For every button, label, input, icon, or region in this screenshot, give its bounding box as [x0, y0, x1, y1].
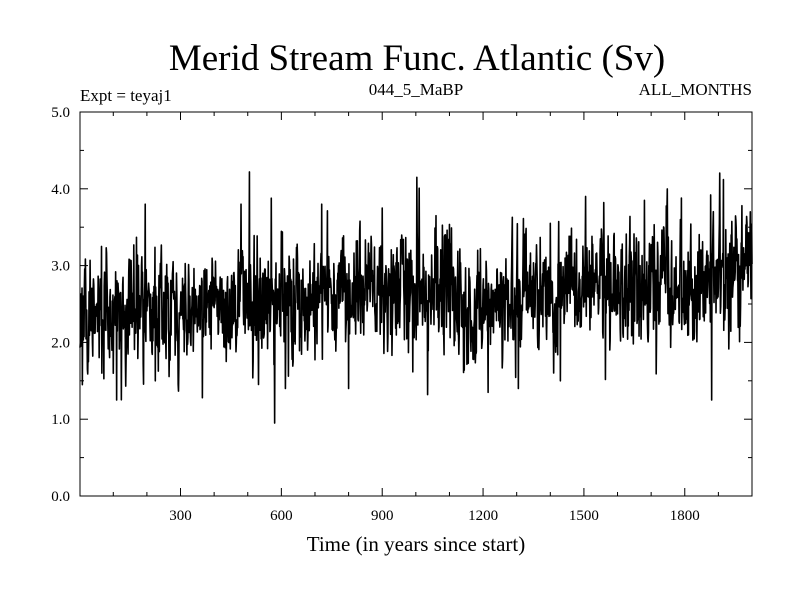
months-label: ALL_MONTHS	[639, 80, 752, 99]
y-tick-label: 0.0	[51, 489, 70, 505]
series-layer	[79, 171, 753, 424]
plot-area: 300 600 900 1200 1500 1800 0.0 1.0 2.0 3.0 4.0 5.0	[51, 105, 753, 524]
y-tick-label: 3.0	[51, 259, 70, 275]
x-tick-label: 1800	[670, 508, 700, 524]
experiment-label: Expt = teyaj1	[80, 86, 172, 105]
ticks-layer: 300 600 900 1200 1500 1800 0.0 1.0 2.0 3.0 4.0 5.0	[51, 105, 752, 524]
y-tick-label: 5.0	[51, 105, 70, 121]
y-tick-label: 4.0	[51, 182, 70, 198]
x-axis-label: Time (in years since start)	[307, 532, 526, 556]
y-tick-label: 1.0	[51, 412, 70, 428]
x-tick-label: 600	[270, 508, 293, 524]
period-label: 044_5_MaBP	[369, 80, 463, 99]
y-tick-label: 2.0	[51, 335, 70, 351]
series-line	[79, 171, 753, 424]
chart-title: Merid Stream Func. Atlantic (Sv)	[169, 38, 665, 79]
x-tick-label: 1500	[569, 508, 599, 524]
x-tick-label: 300	[169, 508, 192, 524]
x-tick-label: 900	[371, 508, 394, 524]
x-tick-label: 1200	[468, 508, 498, 524]
